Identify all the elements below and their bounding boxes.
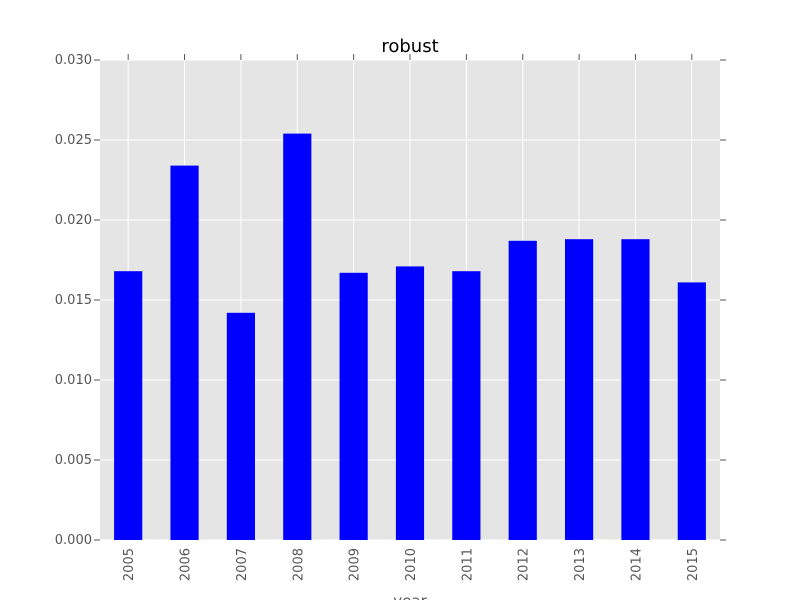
bar-2015 bbox=[677, 282, 706, 540]
x-tick-label: 2009 bbox=[348, 548, 363, 581]
bar-2010 bbox=[395, 266, 425, 540]
x-tick-label: 2015 bbox=[686, 548, 701, 581]
bar-2011 bbox=[452, 271, 481, 540]
x-tick-label: 2014 bbox=[629, 548, 644, 581]
y-tick-label: 0.010 bbox=[55, 373, 92, 388]
chart-title: robust bbox=[381, 36, 438, 57]
bar-2012 bbox=[508, 240, 537, 541]
x-tick-label: 2011 bbox=[460, 548, 475, 581]
x-tick-label: 2006 bbox=[179, 548, 194, 581]
bar-series bbox=[114, 133, 706, 541]
x-tick-label: 2010 bbox=[404, 548, 419, 581]
bar-2006 bbox=[170, 165, 199, 540]
bar-2014 bbox=[621, 239, 650, 540]
x-tick-label: 2007 bbox=[235, 548, 250, 581]
bar-2008 bbox=[283, 133, 312, 540]
y-axis: 0.000 0.005 0.010 0.015 0.020 0.025 0.030 bbox=[55, 53, 726, 548]
x-tick-label: 2005 bbox=[122, 548, 137, 581]
x-tick-label: 2013 bbox=[573, 548, 588, 581]
y-tick-label: 0.015 bbox=[55, 293, 92, 308]
x-axis: 2005 2006 2007 2008 2009 2010 2011 2012 2013 2014… bbox=[122, 54, 701, 581]
bar-2005 bbox=[114, 271, 143, 540]
x-tick-label: 2012 bbox=[517, 548, 532, 581]
y-tick-label: 0.025 bbox=[55, 133, 92, 148]
y-tick-label: 0.000 bbox=[55, 533, 92, 548]
bar-2013 bbox=[565, 239, 594, 540]
bar-2007 bbox=[226, 312, 255, 540]
y-tick-label: 0.030 bbox=[55, 53, 92, 68]
x-tick-label: 2008 bbox=[291, 548, 306, 581]
y-tick-label: 0.005 bbox=[55, 453, 92, 468]
y-tick-label: 0.020 bbox=[55, 213, 92, 228]
x-axis-label: year bbox=[393, 592, 427, 600]
bar-2009 bbox=[339, 272, 368, 540]
